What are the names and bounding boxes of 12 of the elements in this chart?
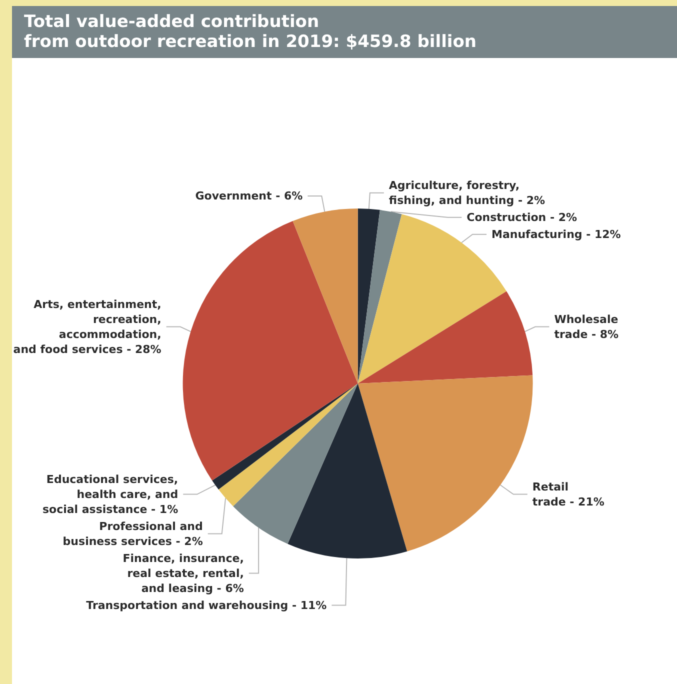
slice-label: Manufacturing - 12% [492,228,621,241]
slice-label: Educational services, health care, and social assistance - 1% [42,472,178,516]
slice-label: Arts, entertainment, recreation, accommodation, and food services - 28% [13,298,162,356]
chart-title: Total value-added contribution from outdoor recreation in 2019: $459.8 billion [12,6,677,58]
slice-label: Construction - 2% [466,210,578,224]
slice-label: Retail trade - 21% [532,480,604,508]
slice-label: Government - 6% [195,189,303,202]
slice-label: Wholesale trade - 8% [554,312,619,341]
slice-label: Finance, insurance, real estate, rental, and leasing - 6% [122,552,244,595]
slice-label: Transportation and warehousing - 11% [86,598,327,612]
slice-label: Agriculture, forestry, fishing, and hunting - 2% [388,178,546,207]
slice-label: Professional and business services - 2% [62,520,203,548]
